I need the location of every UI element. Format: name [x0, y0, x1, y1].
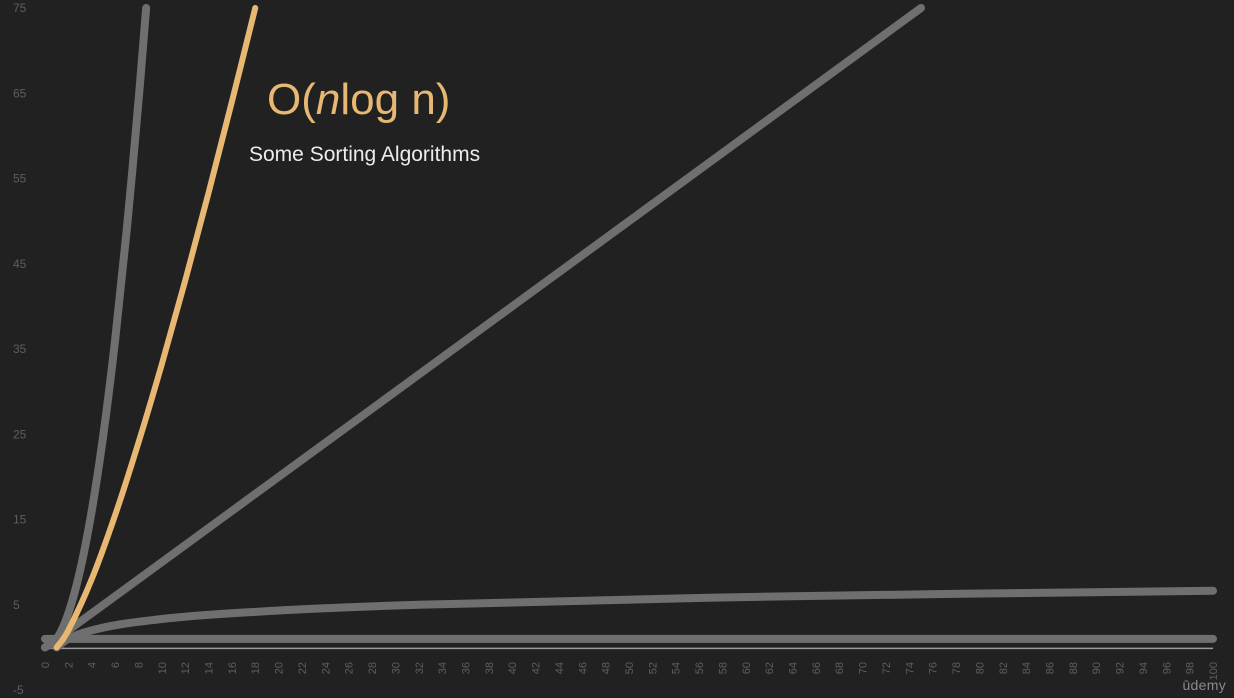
x-tick-label: 66: [811, 662, 823, 674]
y-tick-label: 45: [13, 257, 27, 271]
x-tick-label: 22: [297, 662, 309, 674]
series-line-3: [52, 586, 1217, 652]
x-tick-label: 84: [1021, 662, 1033, 674]
x-tick-label: 2: [63, 662, 75, 668]
x-tick-label: 28: [367, 662, 379, 674]
x-tick-label: 62: [764, 662, 776, 674]
x-tick-label: 0: [40, 662, 52, 668]
series-line-2: [41, 4, 925, 652]
x-tick-label: 44: [554, 662, 566, 674]
x-tick-label: 94: [1138, 662, 1150, 674]
x-tick-label: 56: [694, 662, 706, 674]
x-tick-label: 12: [180, 662, 192, 674]
title-suffix: log n): [340, 75, 451, 124]
x-tick-label: 90: [1091, 662, 1103, 674]
series-line-0: [41, 4, 151, 652]
x-tick-label: 18: [250, 662, 262, 674]
y-tick-label: -5: [13, 683, 24, 697]
x-tick-label: 4: [87, 662, 99, 668]
x-tick-label: 48: [601, 662, 613, 674]
x-tick-label: 16: [227, 662, 239, 674]
x-tick-label: 100: [1208, 662, 1220, 680]
x-tick-label: 24: [320, 662, 332, 674]
x-tick-label: 14: [204, 662, 216, 674]
y-tick-label: 55: [13, 172, 27, 186]
x-tick-label: 64: [788, 662, 800, 674]
udemy-logo: ūdemy: [1182, 677, 1226, 693]
x-tick-label: 20: [274, 662, 286, 674]
x-tick-label: 88: [1068, 662, 1080, 674]
x-tick-label: 26: [344, 662, 356, 674]
x-tick-label: 54: [671, 662, 683, 674]
x-tick-label: 8: [133, 662, 145, 668]
x-tick-label: 72: [881, 662, 893, 674]
x-tick-label: 30: [390, 662, 402, 674]
x-tick-label: 38: [484, 662, 496, 674]
title-italic-n: n: [315, 75, 341, 124]
x-tick-label: 78: [951, 662, 963, 674]
y-tick-label: 25: [13, 427, 27, 441]
x-tick-label: 10: [157, 662, 169, 674]
x-tick-label: 32: [414, 662, 426, 674]
title-prefix: O(: [267, 75, 316, 124]
x-tick-label: 82: [998, 662, 1010, 674]
x-tick-label: 42: [531, 662, 543, 674]
x-tick-label: 70: [858, 662, 870, 674]
series-line-highlighted: [53, 5, 259, 651]
x-tick-label: 52: [647, 662, 659, 674]
x-tick-label: 40: [507, 662, 519, 674]
x-tick-label: 58: [717, 662, 729, 674]
x-tick-label: 60: [741, 662, 753, 674]
y-tick-label: 65: [13, 86, 27, 100]
y-tick-label: 75: [13, 1, 27, 15]
y-axis-ticks: -5 5 15 25 35 45 55 65 75: [13, 1, 27, 697]
y-tick-label: 35: [13, 342, 27, 356]
y-tick-label: 5: [13, 598, 20, 612]
x-tick-label: 74: [904, 662, 916, 674]
x-tick-label: 68: [834, 662, 846, 674]
x-tick-label: 76: [928, 662, 940, 674]
series-curves: [41, 4, 1217, 652]
chart-subtitle: Some Sorting Algorithms: [249, 143, 481, 166]
x-tick-label: 80: [974, 662, 986, 674]
x-tick-label: 50: [624, 662, 636, 674]
x-tick-label: 36: [460, 662, 472, 674]
chart-title: O(nlog n): [267, 72, 450, 128]
x-tick-label: 96: [1161, 662, 1173, 674]
x-tick-label: 46: [577, 662, 589, 674]
x-axis-ticks: 0 2 4 6 8 10 12 14 16 18 20 22 24 26 28 30 32 34 36 38 40 42 4…: [40, 662, 1220, 680]
x-tick-label: 6: [110, 662, 122, 668]
x-tick-label: 98: [1185, 662, 1197, 674]
x-tick-label: 92: [1115, 662, 1127, 674]
y-tick-label: 15: [13, 513, 27, 527]
x-tick-label: 34: [437, 662, 449, 674]
x-tick-label: 86: [1044, 662, 1056, 674]
